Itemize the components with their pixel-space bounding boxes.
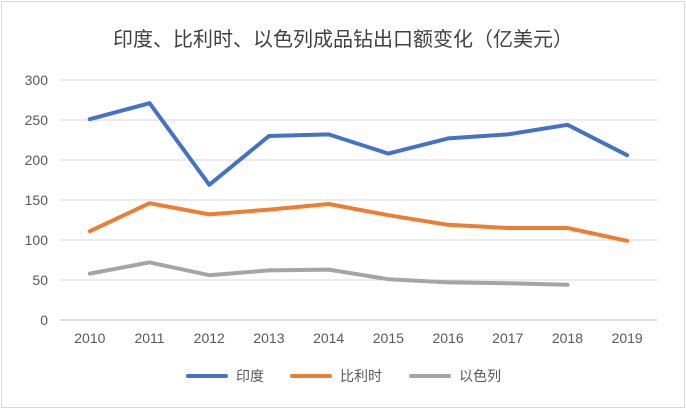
y-tick-label: 300 (25, 72, 49, 88)
x-tick-label: 2013 (253, 330, 284, 346)
legend: 印度 比利时 以色列 (186, 368, 501, 384)
chart-title: 印度、比利时、以色列成品钻出口额变化（亿美元） (113, 28, 573, 51)
x-tick-label: 2012 (194, 330, 225, 346)
legend-item: 比利时 (290, 368, 382, 384)
x-tick-label: 2010 (74, 330, 105, 346)
x-axis-ticks: 2010 2011 2012 2013 2014 2015 2016 2017 2018 2019 (74, 330, 643, 346)
series-line-2 (87, 260, 570, 287)
y-tick-label: 150 (25, 192, 49, 208)
legend-label: 比利时 (340, 368, 382, 384)
series-line-1 (87, 201, 630, 243)
y-tick-label: 200 (25, 152, 49, 168)
y-tick-label: 0 (40, 312, 48, 328)
x-tick-label: 2018 (552, 330, 583, 346)
y-tick-label: 100 (25, 232, 49, 248)
y-tick-label: 250 (25, 112, 49, 128)
legend-label: 印度 (236, 368, 264, 384)
x-tick-label: 2015 (373, 330, 404, 346)
x-tick-label: 2016 (432, 330, 463, 346)
x-tick-label: 2014 (313, 330, 344, 346)
x-tick-label: 2011 (134, 330, 164, 346)
legend-item: 以色列 (409, 368, 501, 384)
y-axis-ticks: 0 50 100 150 200 250 300 (25, 72, 49, 328)
series-line-0 (87, 101, 630, 187)
y-tick-label: 50 (32, 272, 48, 288)
x-tick-label: 2017 (492, 330, 523, 346)
series-lines (87, 101, 630, 287)
legend-label: 以色列 (459, 368, 501, 384)
x-tick-label: 2019 (612, 330, 643, 346)
legend-item: 印度 (186, 368, 264, 384)
